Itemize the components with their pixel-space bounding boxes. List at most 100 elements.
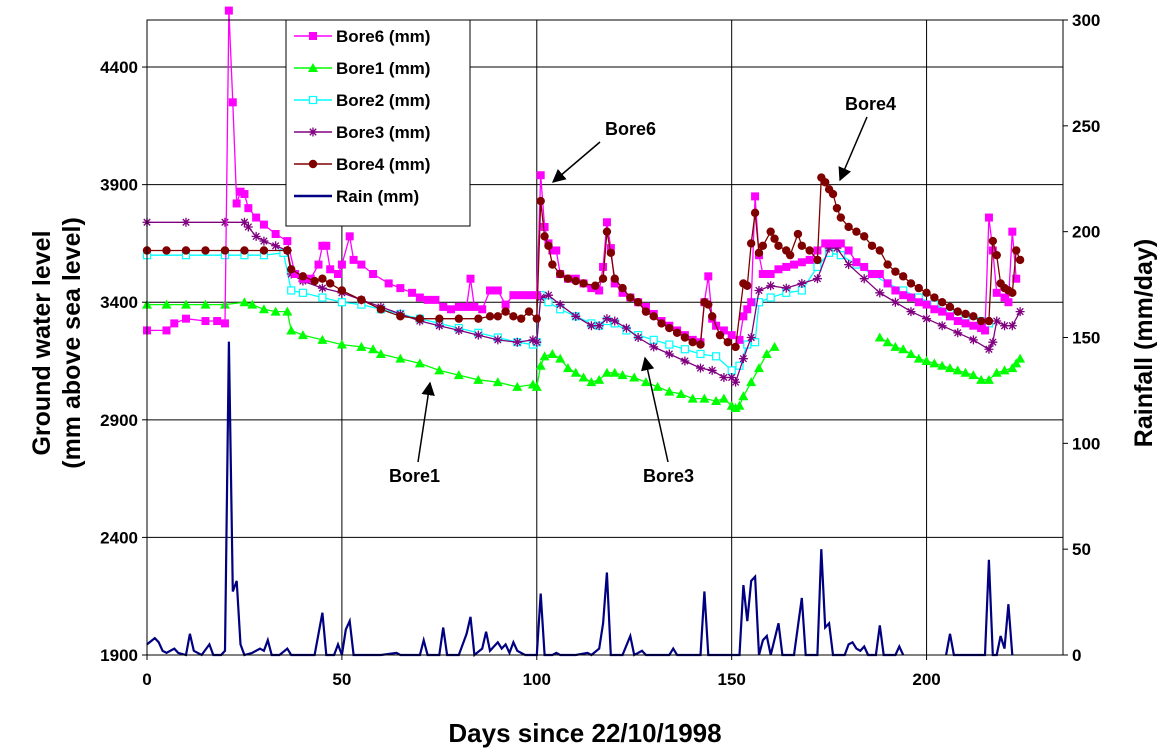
data-point-bore2 xyxy=(813,262,822,272)
y2-tick-label: 300 xyxy=(1072,11,1100,30)
data-point-bore6 xyxy=(969,321,978,330)
data-point-bore6 xyxy=(992,288,1001,297)
data-point-bore4 xyxy=(707,312,717,321)
data-point-bore1 xyxy=(562,363,573,373)
y-axis-title-line1: Ground water level xyxy=(28,230,56,455)
data-point-bore4 xyxy=(746,239,756,248)
data-point-bore4 xyxy=(754,248,764,258)
plot-area-border xyxy=(146,19,1064,656)
data-point-bore4 xyxy=(657,319,666,328)
data-point-bore6 xyxy=(517,291,526,300)
data-point-bore6 xyxy=(431,295,440,304)
data-point-bore6 xyxy=(228,98,237,107)
data-point-bore6 xyxy=(891,286,900,295)
data-point-bore6 xyxy=(291,270,300,278)
data-point-bore2 xyxy=(836,251,845,260)
legend-marker-bore6 xyxy=(309,32,317,40)
data-point-bore6 xyxy=(852,258,861,267)
data-point-bore6 xyxy=(314,260,323,269)
data-point-bore4 xyxy=(240,246,249,255)
data-point-bore3 xyxy=(586,321,596,331)
data-point-bore4 xyxy=(723,338,732,347)
legend-label-bore2: Bore2 (mm) xyxy=(336,91,430,110)
data-point-bore6 xyxy=(337,260,346,269)
data-point-bore4 xyxy=(688,338,697,347)
data-point-bore4 xyxy=(220,246,230,255)
data-point-bore6 xyxy=(384,279,393,288)
data-point-bore6 xyxy=(618,288,627,297)
axis-ticks: 1900 2400 2900 3400 3900 4400 0 50 100 150 200 250 3… xyxy=(100,11,1100,689)
y2-tick-label: 150 xyxy=(1072,329,1100,348)
data-point-bore3 xyxy=(731,377,741,387)
data-point-bore4 xyxy=(969,312,978,321)
annotation-bore4-arrow xyxy=(838,116,868,182)
data-point-bore1 xyxy=(270,306,281,316)
data-point-bore3 xyxy=(984,344,994,354)
data-point-bore4 xyxy=(945,302,955,312)
data-point-bore3 xyxy=(781,283,791,293)
data-point-bore6 xyxy=(462,302,471,311)
data-point-bore4 xyxy=(704,300,713,309)
data-point-bore1 xyxy=(734,400,745,410)
data-point-bore3 xyxy=(992,316,1002,326)
data-point-bore6 xyxy=(1012,274,1021,283)
legend-item-bore3: Bore3 (mm) xyxy=(294,123,430,142)
data-point-bore6 xyxy=(333,270,342,278)
y2-tick-label: 0 xyxy=(1072,646,1081,665)
data-point-bore3 xyxy=(824,243,834,253)
data-point-bore3 xyxy=(1000,321,1010,331)
data-point-bore1 xyxy=(601,367,612,377)
data-point-bore1 xyxy=(282,306,293,316)
data-point-bore2 xyxy=(649,335,658,344)
x-tick-label: 100 xyxy=(523,670,551,689)
data-point-bore4 xyxy=(665,323,674,333)
data-point-bore4 xyxy=(283,246,292,255)
data-point-bore4 xyxy=(860,232,869,241)
data-point-bore6 xyxy=(875,270,884,278)
data-point-bore6 xyxy=(899,291,908,300)
data-point-bore4 xyxy=(454,314,464,323)
data-point-bore1 xyxy=(297,330,308,340)
data-point-bore4 xyxy=(852,227,861,236)
data-point-bore3 xyxy=(754,285,764,295)
data-point-bore3 xyxy=(968,335,978,345)
data-point-bore4 xyxy=(750,208,760,218)
data-point-bore4 xyxy=(914,283,923,293)
data-point-bore1 xyxy=(913,353,924,363)
data-point-bore4 xyxy=(672,328,682,337)
data-point-bore6 xyxy=(930,305,939,314)
legend-label-bore4: Bore4 (mm) xyxy=(336,155,430,174)
data-point-bore6 xyxy=(552,246,561,255)
data-point-bore1 xyxy=(395,353,406,363)
data-point-bore4 xyxy=(201,246,210,255)
data-point-bore6 xyxy=(1000,293,1009,302)
data-point-bore3 xyxy=(434,321,444,331)
data-point-bore1 xyxy=(578,372,589,382)
data-point-bore6 xyxy=(201,317,210,326)
data-point-bore4 xyxy=(598,274,608,283)
data-point-bore1 xyxy=(414,358,425,368)
data-point-bore3 xyxy=(859,274,869,284)
data-point-bore1 xyxy=(258,304,269,314)
data-point-bore3 xyxy=(797,278,807,288)
data-point-bore4 xyxy=(953,307,962,316)
data-point-bore1 xyxy=(929,358,940,368)
data-point-bore6 xyxy=(747,298,756,307)
annotation-bore6: Bore6 xyxy=(551,119,656,183)
data-point-bore3 xyxy=(738,354,748,364)
data-point-bore6 xyxy=(369,270,378,278)
legend-label-bore6: Bore6 (mm) xyxy=(336,27,430,46)
series-line-rain xyxy=(146,341,905,658)
series-line-bore6 xyxy=(147,10,1017,344)
data-point-bore6 xyxy=(540,222,549,231)
data-point-bore6 xyxy=(470,302,479,311)
legend-item-bore1: Bore1 (mm) xyxy=(294,59,430,78)
y2-tick-label: 200 xyxy=(1072,223,1100,242)
legend-item-rain: Rain (mm) xyxy=(294,187,419,206)
data-point-bore6 xyxy=(981,326,990,335)
data-point-bore1 xyxy=(882,337,893,347)
y-tick-label: 2400 xyxy=(100,528,138,547)
data-point-bore4 xyxy=(743,281,752,290)
data-point-bore2 xyxy=(711,352,721,361)
data-point-bore4 xyxy=(976,316,986,326)
